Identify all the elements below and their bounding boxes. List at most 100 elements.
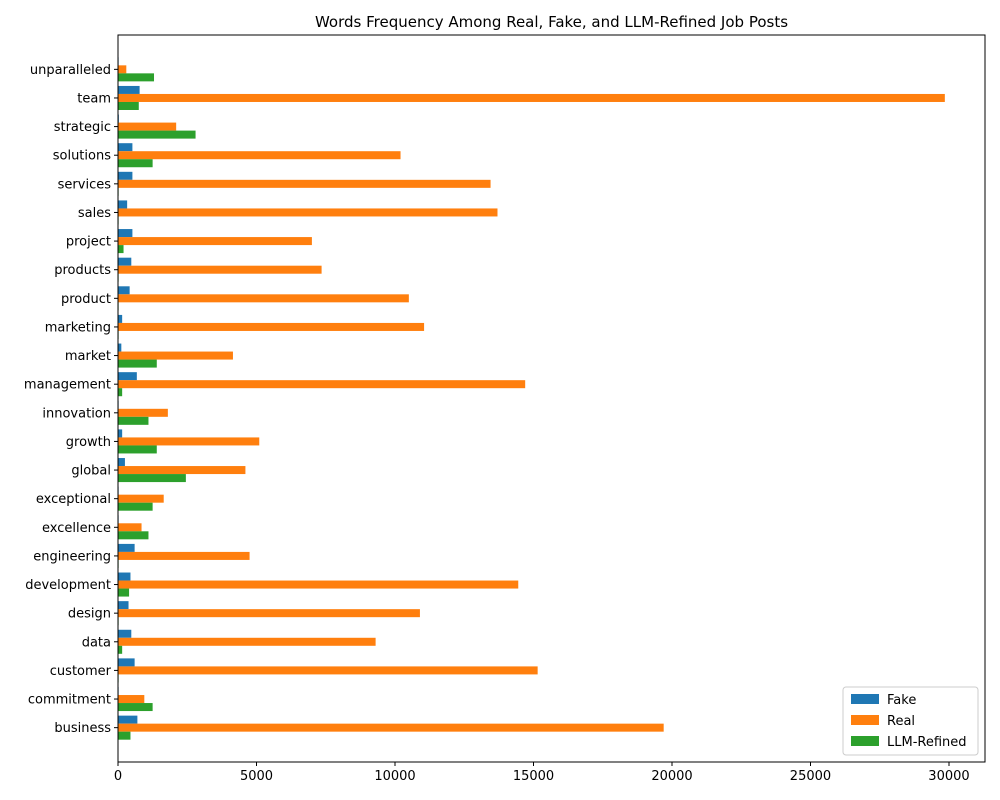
x-tick-label: 20000 (651, 769, 692, 784)
bar-real-growth (118, 437, 260, 446)
x-tick-label: 0 (114, 769, 122, 784)
bar-fake-design (118, 601, 129, 610)
y-tick-label: data (82, 635, 111, 650)
y-tick-label: unparalleled (30, 63, 111, 78)
bar-fake-products (118, 257, 132, 266)
y-tick-label: growth (66, 435, 111, 450)
bar-real-commitment (118, 695, 145, 704)
y-tick-label: team (77, 91, 111, 106)
bar-llm-refined-market (118, 359, 157, 368)
legend: Fake Real LLM-Refined (842, 686, 979, 756)
y-tick-label: project (66, 235, 111, 250)
y-tick-label: services (58, 177, 112, 192)
bar-fake-engineering (118, 543, 135, 552)
bar-fake-growth (118, 429, 123, 438)
y-tick-label: design (68, 607, 111, 622)
legend-label-fake: Fake (887, 693, 916, 708)
bar-real-team (118, 93, 945, 102)
plot-frame (117, 34, 986, 763)
bar-fake-marketing (118, 314, 123, 323)
bar-real-marketing (118, 322, 425, 331)
y-tick-label: engineering (33, 549, 111, 564)
chart-title: Words Frequency Among Real, Fake, and LL… (315, 13, 788, 31)
y-tick-label: business (54, 721, 111, 736)
y-tick-label: solutions (53, 149, 111, 164)
bar-llm-refined-excellence (118, 531, 149, 540)
legend-label-real: Real (887, 714, 915, 729)
bar-fake-sales (118, 200, 128, 209)
bar-real-management (118, 380, 526, 389)
bar-real-market (118, 351, 233, 360)
bar-fake-management (118, 372, 137, 381)
y-tick-label: strategic (54, 120, 111, 135)
y-tick-label: products (54, 263, 111, 278)
x-axis: 0 5000 10000 15000 20000 25000 30000 (114, 762, 970, 784)
y-tick-label: excellence (42, 521, 111, 536)
bar-llm-refined-commitment (118, 703, 153, 712)
y-axis: business commitment customer data design deve… (24, 63, 118, 736)
bar-real-product (118, 294, 409, 303)
bar-llm-refined-business (118, 731, 131, 740)
bars-group (118, 57, 945, 740)
bar-fake-product (118, 286, 130, 295)
y-tick-label: global (71, 464, 111, 479)
y-tick-label: marketing (45, 320, 111, 335)
bar-llm-refined-solutions (118, 159, 153, 168)
bar-llm-refined-management (118, 388, 123, 397)
bar-fake-services (118, 171, 133, 180)
y-tick-label: management (24, 378, 111, 393)
y-tick-label: development (25, 578, 111, 593)
bar-real-business (118, 723, 664, 732)
bar-llm-refined-global (118, 474, 186, 483)
bar-fake-development (118, 572, 131, 581)
legend-swatch-fake (851, 694, 879, 704)
bar-fake-solutions (118, 143, 133, 152)
bar-fake-market (118, 343, 122, 352)
y-tick-label: exceptional (36, 492, 111, 507)
y-tick-label: sales (78, 206, 111, 221)
bar-real-exceptional (118, 494, 164, 503)
legend-swatch-llm-refined (851, 736, 879, 746)
bar-llm-refined-development (118, 588, 130, 597)
bar-llm-refined-project (118, 245, 124, 254)
bar-llm-refined-exceptional (118, 502, 153, 511)
bar-real-development (118, 580, 519, 589)
bar-llm-refined-data (118, 645, 123, 654)
bar-fake-team (118, 85, 140, 94)
x-tick-label: 5000 (240, 769, 273, 784)
y-tick-label: market (65, 349, 111, 364)
bar-fake-business (118, 715, 138, 724)
bar-real-global (118, 466, 246, 475)
bar-real-engineering (118, 551, 250, 560)
bar-real-excellence (118, 523, 142, 532)
x-tick-label: 25000 (790, 769, 831, 784)
bar-fake-project (118, 229, 133, 238)
bar-fake-customer (118, 658, 135, 667)
bar-llm-refined-growth (118, 445, 157, 454)
legend-swatch-real (851, 715, 879, 725)
bar-real-strategic (118, 122, 177, 131)
bar-fake-global (118, 458, 125, 467)
y-tick-label: product (61, 292, 111, 307)
bar-real-products (118, 265, 322, 274)
y-tick-label: customer (50, 664, 112, 679)
x-tick-label: 30000 (928, 769, 969, 784)
bar-llm-refined-unparalleled (118, 73, 155, 82)
bar-llm-refined-strategic (118, 130, 196, 139)
bar-real-project (118, 237, 312, 246)
y-tick-label: commitment (28, 693, 111, 708)
y-tick-label: innovation (42, 406, 111, 421)
bar-real-unparalleled (118, 65, 127, 74)
bar-llm-refined-team (118, 101, 139, 110)
bar-real-customer (118, 666, 538, 675)
bar-real-design (118, 609, 420, 618)
bar-fake-data (118, 629, 132, 638)
bar-real-services (118, 179, 491, 188)
bar-real-innovation (118, 408, 168, 417)
bar-real-sales (118, 208, 498, 217)
x-tick-label: 10000 (374, 769, 415, 784)
x-tick-label: 15000 (513, 769, 554, 784)
bar-real-data (118, 637, 376, 646)
legend-label-llm-refined: LLM-Refined (887, 735, 967, 750)
